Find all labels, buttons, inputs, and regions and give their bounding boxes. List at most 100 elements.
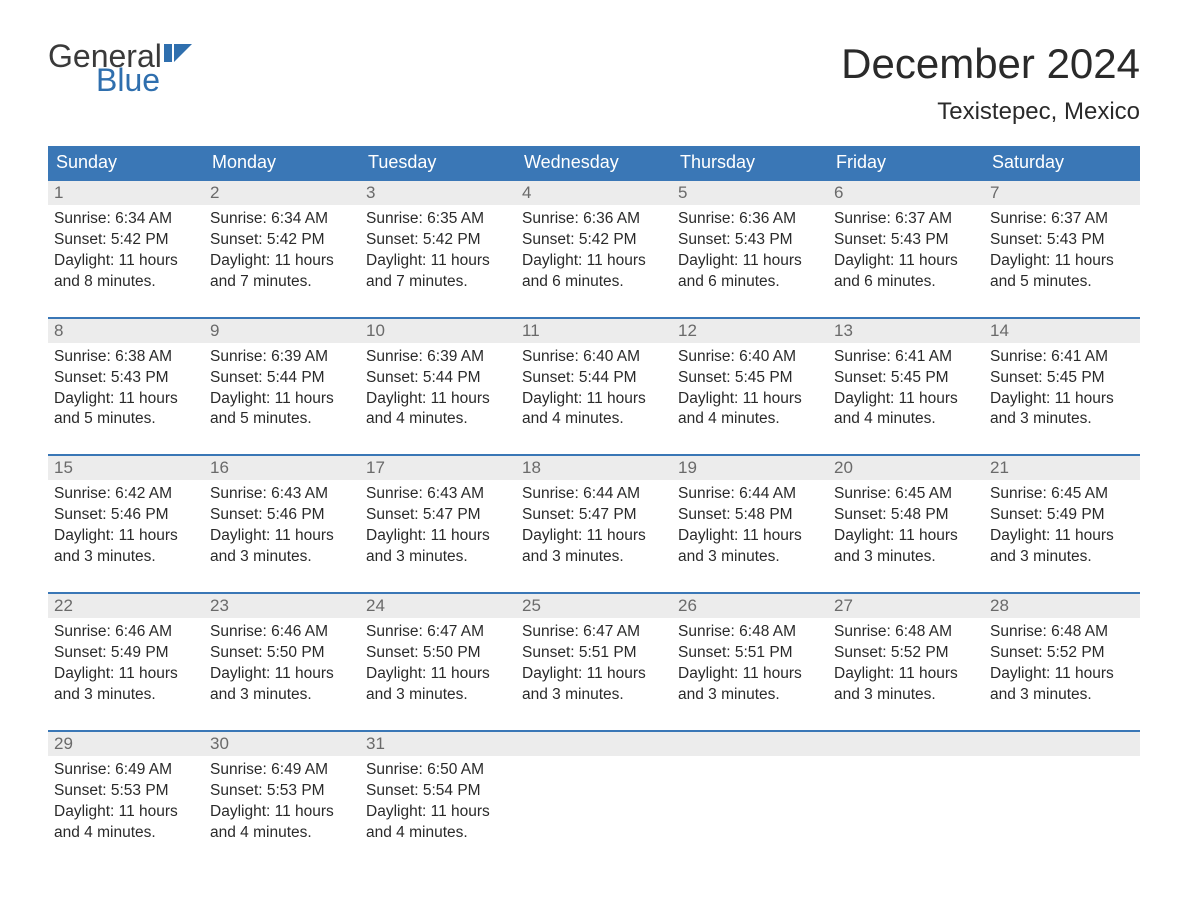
day-number: 13 (834, 321, 853, 340)
day-number-row: 25 (516, 594, 672, 618)
day-number-row: 31 (360, 732, 516, 756)
day-body: Sunrise: 6:49 AMSunset: 5:53 PMDaylight:… (204, 756, 360, 852)
day-number-row: 10 (360, 319, 516, 343)
calendar-day: 15Sunrise: 6:42 AMSunset: 5:46 PMDayligh… (48, 456, 204, 576)
calendar-day: . (672, 732, 828, 852)
day-body: Sunrise: 6:36 AMSunset: 5:42 PMDaylight:… (516, 205, 672, 301)
day-body (984, 756, 1140, 768)
day-number-row: 22 (48, 594, 204, 618)
calendar-day: . (984, 732, 1140, 852)
day-number: 18 (522, 458, 541, 477)
day-number-row: 27 (828, 594, 984, 618)
day-body: Sunrise: 6:35 AMSunset: 5:42 PMDaylight:… (360, 205, 516, 301)
day-body (516, 756, 672, 768)
day-body: Sunrise: 6:40 AMSunset: 5:45 PMDaylight:… (672, 343, 828, 439)
day-body: Sunrise: 6:44 AMSunset: 5:48 PMDaylight:… (672, 480, 828, 576)
day-number-row: . (984, 732, 1140, 756)
day-body (828, 756, 984, 768)
day-number-row: 9 (204, 319, 360, 343)
day-body: Sunrise: 6:49 AMSunset: 5:53 PMDaylight:… (48, 756, 204, 852)
month-title: December 2024 (841, 40, 1140, 88)
logo: General Blue (48, 40, 192, 96)
calendar-day: 22Sunrise: 6:46 AMSunset: 5:49 PMDayligh… (48, 594, 204, 714)
calendar-day: . (828, 732, 984, 852)
day-number: 6 (834, 183, 843, 202)
day-number: 5 (678, 183, 687, 202)
day-number-row: 23 (204, 594, 360, 618)
day-number-row: 4 (516, 181, 672, 205)
day-body: Sunrise: 6:45 AMSunset: 5:49 PMDaylight:… (984, 480, 1140, 576)
day-body: Sunrise: 6:43 AMSunset: 5:47 PMDaylight:… (360, 480, 516, 576)
calendar-day: 8Sunrise: 6:38 AMSunset: 5:43 PMDaylight… (48, 319, 204, 439)
day-number: 3 (366, 183, 375, 202)
day-number-row: 29 (48, 732, 204, 756)
calendar-day: 17 Sunrise: 6:43 AMSunset: 5:47 PMDayligh… (360, 456, 516, 576)
day-body: Sunrise: 6:39 AMSunset: 5:44 PMDaylight:… (360, 343, 516, 439)
weekday-header: Friday (828, 146, 984, 179)
day-body: Sunrise: 6:47 AMSunset: 5:50 PMDaylight:… (360, 618, 516, 714)
day-body: Sunrise: 6:46 AMSunset: 5:50 PMDaylight:… (204, 618, 360, 714)
title-block: December 2024 Texistepec, Mexico (841, 40, 1140, 140)
day-number: 10 (366, 321, 385, 340)
calendar-week: 8Sunrise: 6:38 AMSunset: 5:43 PMDaylight… (48, 317, 1140, 439)
day-number-row: 7 (984, 181, 1140, 205)
day-body: Sunrise: 6:42 AMSunset: 5:46 PMDaylight:… (48, 480, 204, 576)
day-number: 22 (54, 596, 73, 615)
weekday-header: Wednesday (516, 146, 672, 179)
weekday-header: Tuesday (360, 146, 516, 179)
calendar-week: 29Sunrise: 6:49 AMSunset: 5:53 PMDayligh… (48, 730, 1140, 852)
weekday-header: Saturday (984, 146, 1140, 179)
calendar-week: 22Sunrise: 6:46 AMSunset: 5:49 PMDayligh… (48, 592, 1140, 714)
calendar-day: 6Sunrise: 6:37 AMSunset: 5:43 PMDaylight… (828, 181, 984, 301)
weekday-header: Monday (204, 146, 360, 179)
day-number-row: 26 (672, 594, 828, 618)
calendar-day: . (516, 732, 672, 852)
calendar-day: 3 Sunrise: 6:35 AMSunset: 5:42 PMDaylight… (360, 181, 516, 301)
day-number-row: 30 (204, 732, 360, 756)
day-number: 17 (366, 458, 385, 477)
day-number: 28 (990, 596, 1009, 615)
day-body: Sunrise: 6:43 AMSunset: 5:46 PMDaylight:… (204, 480, 360, 576)
day-number-row: 5 (672, 181, 828, 205)
day-body: Sunrise: 6:37 AMSunset: 5:43 PMDaylight:… (984, 205, 1140, 301)
day-body: Sunrise: 6:41 AMSunset: 5:45 PMDaylight:… (828, 343, 984, 439)
day-number-row: 14 (984, 319, 1140, 343)
day-number-row: 17 (360, 456, 516, 480)
day-body: Sunrise: 6:47 AMSunset: 5:51 PMDaylight:… (516, 618, 672, 714)
weekday-header: Sunday (48, 146, 204, 179)
calendar-day: 23Sunrise: 6:46 AMSunset: 5:50 PMDayligh… (204, 594, 360, 714)
day-body: Sunrise: 6:48 AMSunset: 5:51 PMDaylight:… (672, 618, 828, 714)
day-number: 19 (678, 458, 697, 477)
calendar-day: 13 Sunrise: 6:41 AMSunset: 5:45 PMDayligh… (828, 319, 984, 439)
day-body: Sunrise: 6:48 AMSunset: 5:52 PMDaylight:… (984, 618, 1140, 714)
day-number-row: 1 (48, 181, 204, 205)
day-body: Sunrise: 6:40 AMSunset: 5:44 PMDaylight:… (516, 343, 672, 439)
calendar-day: 24 Sunrise: 6:47 AMSunset: 5:50 PMDayligh… (360, 594, 516, 714)
location-text: Texistepec, Mexico (841, 98, 1140, 126)
day-body: Sunrise: 6:36 AMSunset: 5:43 PMDaylight:… (672, 205, 828, 301)
day-number-row: 3 (360, 181, 516, 205)
calendar-day: 1Sunrise: 6:34 AMSunset: 5:42 PMDaylight… (48, 181, 204, 301)
day-body: Sunrise: 6:41 AMSunset: 5:45 PMDaylight:… (984, 343, 1140, 439)
day-body: Sunrise: 6:34 AMSunset: 5:42 PMDaylight:… (204, 205, 360, 301)
day-number: 16 (210, 458, 229, 477)
day-number-row: . (828, 732, 984, 756)
day-number: 24 (366, 596, 385, 615)
day-number: 14 (990, 321, 1009, 340)
day-number: 12 (678, 321, 697, 340)
day-body: Sunrise: 6:50 AMSunset: 5:54 PMDaylight:… (360, 756, 516, 852)
day-body: Sunrise: 6:39 AMSunset: 5:44 PMDaylight:… (204, 343, 360, 439)
day-number: 4 (522, 183, 531, 202)
day-number-row: 2 (204, 181, 360, 205)
day-number-row: 24 (360, 594, 516, 618)
logo-text-blue: Blue (96, 64, 192, 96)
calendar-day: 10 Sunrise: 6:39 AMSunset: 5:44 PMDayligh… (360, 319, 516, 439)
calendar-day: 9Sunrise: 6:39 AMSunset: 5:44 PMDaylight… (204, 319, 360, 439)
calendar-week: 1Sunrise: 6:34 AMSunset: 5:42 PMDaylight… (48, 179, 1140, 301)
day-body (672, 756, 828, 768)
day-number-row: 28 (984, 594, 1140, 618)
day-number: 31 (366, 734, 385, 753)
calendar-day: 20Sunrise: 6:45 AMSunset: 5:48 PMDayligh… (828, 456, 984, 576)
calendar-day: 25Sunrise: 6:47 AMSunset: 5:51 PMDayligh… (516, 594, 672, 714)
calendar-day: 28 Sunrise: 6:48 AMSunset: 5:52 PMDayligh… (984, 594, 1140, 714)
